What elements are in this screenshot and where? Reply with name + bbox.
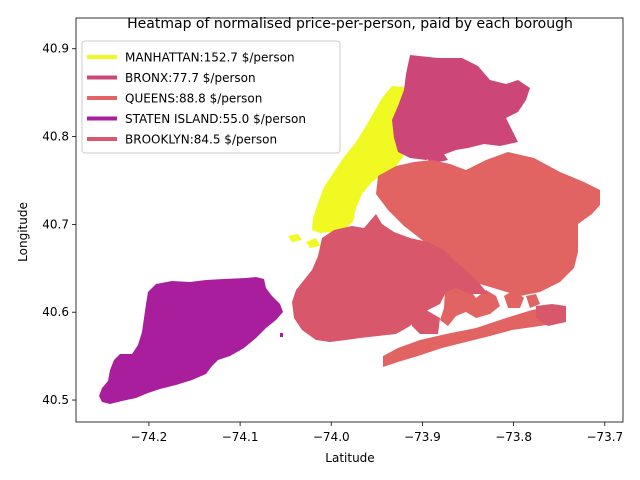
x-tick-label: −74.2	[131, 430, 168, 444]
x-tick-label: −74.1	[222, 430, 259, 444]
manhattan-islet-2	[306, 238, 320, 248]
x-axis-label: Latitude	[325, 451, 374, 465]
y-tick-label: 40.8	[42, 130, 69, 144]
legend: MANHATTAN:152.7 $/person BRONX:77.7 $/per…	[81, 40, 341, 154]
y-tick-label: 40.7	[42, 217, 69, 231]
legend-label: STATEN ISLAND:55.0 $/person	[125, 112, 306, 126]
y-tick-label: 40.6	[42, 305, 69, 319]
staten-island-region	[99, 277, 283, 404]
queens-region	[376, 152, 600, 296]
axes-frame	[75, 17, 624, 423]
legend-label: QUEENS:88.8 $/person	[125, 92, 262, 106]
chart-title: Heatmap of normalised price-per-person, …	[127, 16, 573, 32]
plot-area	[99, 55, 600, 404]
x-tick-label: −74.0	[313, 430, 350, 444]
y-tick-label: 40.5	[42, 393, 69, 407]
x-tick-label: −73.7	[586, 430, 623, 444]
brooklyn-islet	[410, 310, 440, 334]
legend-label: BRONX:77.7 $/person	[125, 71, 256, 85]
y-axis-label: Longitude	[16, 202, 30, 262]
legend-box	[81, 40, 341, 154]
manhattan-islet-1	[288, 234, 302, 242]
queens-islet-1	[504, 290, 524, 308]
bronx-region	[392, 55, 530, 160]
legend-label: BROOKLYN:84.5 $/person	[125, 133, 277, 147]
x-tick-label: −73.8	[495, 430, 532, 444]
y-tick-label: 40.9	[42, 42, 69, 56]
x-axis: −74.2 −74.1 −74.0 −73.9 −73.8 −73.7	[131, 422, 623, 444]
queens-jamaica-bay-islands	[440, 286, 500, 326]
x-tick-label: −73.9	[404, 430, 441, 444]
legend-label: MANHATTAN:152.7 $/person	[125, 51, 295, 65]
queens-rockaway	[383, 306, 566, 367]
queens-islet-2	[526, 294, 540, 308]
brooklyn-region	[292, 214, 488, 342]
brooklyn-marsh	[536, 304, 566, 326]
manhattan-region	[312, 86, 410, 233]
staten-island-islet	[280, 333, 283, 337]
y-axis: 40.5 40.6 40.7 40.8 40.9	[42, 42, 76, 407]
